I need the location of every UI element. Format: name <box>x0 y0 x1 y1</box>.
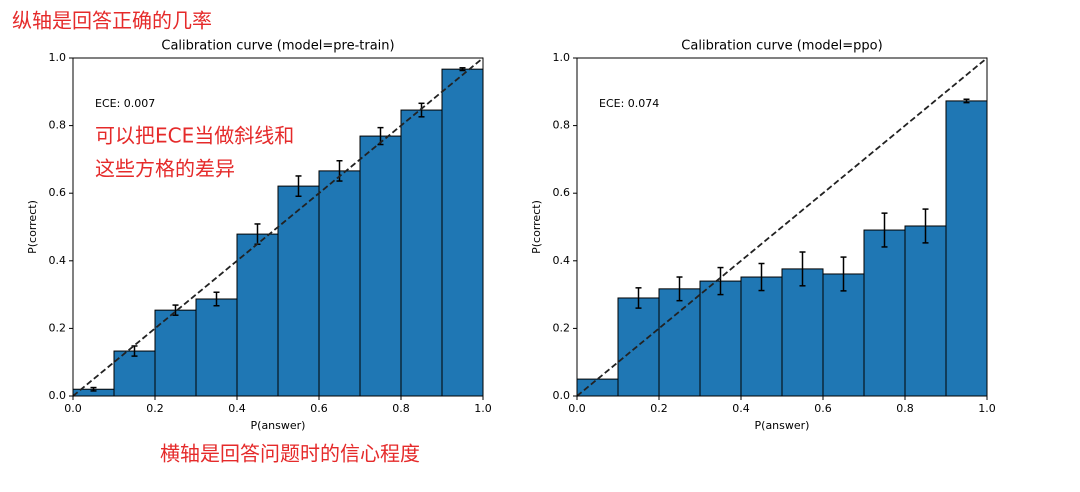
ece-label: ECE: 0.074 <box>599 97 659 110</box>
error-bar <box>418 102 425 118</box>
bar <box>617 297 660 397</box>
bar <box>658 288 701 397</box>
bar <box>195 298 238 397</box>
annotation: 纵轴是回答正确的几率 <box>12 9 212 33</box>
bar <box>740 276 783 397</box>
y-tick-label: 0.4 <box>49 254 67 267</box>
x-tick-label: 0.6 <box>814 402 832 415</box>
x-tick-label: 1.0 <box>978 402 996 415</box>
bar <box>822 273 865 397</box>
y-tick-label: 0.0 <box>553 389 571 402</box>
error-bar <box>799 251 806 287</box>
x-tick-label: 0.8 <box>392 402 410 415</box>
error-bar <box>172 304 179 316</box>
y-tick-label: 0.8 <box>49 119 67 132</box>
x-tick-label: 0.0 <box>568 402 586 415</box>
bar <box>236 233 279 397</box>
bar <box>277 185 320 397</box>
error-bar <box>459 67 466 72</box>
y-tick-label: 0.6 <box>553 186 571 199</box>
error-bar <box>90 386 97 392</box>
error-bar <box>336 160 343 182</box>
plot-frame <box>576 57 988 397</box>
error-bar <box>881 212 888 248</box>
plot-frame <box>72 57 484 397</box>
error-bar <box>213 291 220 307</box>
bar <box>400 109 443 397</box>
error-bar <box>922 208 929 244</box>
chart-title: Calibration curve (model=ppo) <box>681 39 882 54</box>
x-tick-label: 0.6 <box>310 402 328 415</box>
bar <box>699 280 742 397</box>
y-tick-label: 0.2 <box>49 321 67 334</box>
bar <box>154 309 197 397</box>
reference-diagonal <box>576 57 988 397</box>
x-axis-label: P(answer) <box>251 419 306 432</box>
x-tick-label: 1.0 <box>474 402 492 415</box>
y-axis-label: P(correct) <box>26 200 39 254</box>
error-bar <box>676 276 683 302</box>
bar <box>945 100 988 397</box>
bar <box>359 135 402 397</box>
x-tick-label: 0.0 <box>64 402 82 415</box>
x-tick-label: 0.8 <box>896 402 914 415</box>
x-tick-label: 0.4 <box>732 402 750 415</box>
x-tick-label: 0.4 <box>228 402 246 415</box>
y-tick-label: 0.4 <box>553 254 571 267</box>
annotation: 这些方格的差异 <box>95 157 235 181</box>
bar <box>863 229 906 397</box>
error-bar <box>635 287 642 309</box>
bar <box>781 268 824 397</box>
ece-label: ECE: 0.007 <box>95 97 155 110</box>
bar <box>318 170 361 397</box>
bar <box>904 225 947 397</box>
annotation: 可以把ECE当做斜线和 <box>95 124 294 148</box>
bar <box>576 378 619 397</box>
y-tick-label: 0.0 <box>49 389 67 402</box>
bar <box>441 68 484 397</box>
error-bar <box>758 262 765 292</box>
x-tick-label: 0.2 <box>650 402 668 415</box>
chart-title: Calibration curve (model=pre-train) <box>161 39 394 54</box>
y-axis-label: P(correct) <box>530 200 543 254</box>
error-bar <box>717 266 724 296</box>
bar <box>113 350 156 397</box>
reference-diagonal <box>72 57 484 397</box>
y-tick-label: 1.0 <box>49 51 67 64</box>
y-tick-label: 0.8 <box>553 119 571 132</box>
y-tick-label: 0.6 <box>49 186 67 199</box>
annotation: 横轴是回答问题时的信心程度 <box>160 442 420 466</box>
error-bar <box>963 98 970 104</box>
error-bar <box>840 256 847 292</box>
y-tick-label: 0.2 <box>553 321 571 334</box>
error-bar <box>295 175 302 197</box>
x-tick-label: 0.2 <box>146 402 164 415</box>
y-tick-label: 1.0 <box>553 51 571 64</box>
x-axis-label: P(answer) <box>755 419 810 432</box>
